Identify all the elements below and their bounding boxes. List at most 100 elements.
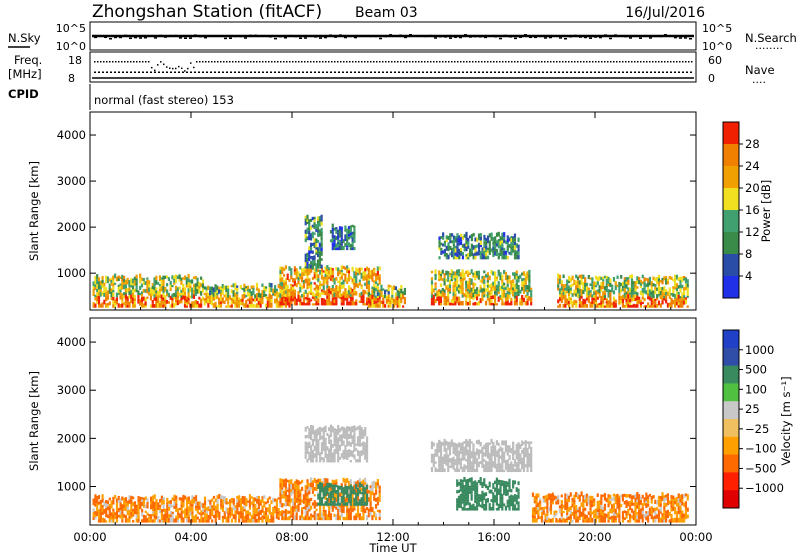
power-cell — [501, 250, 504, 253]
velocity-cell — [374, 498, 378, 502]
velocity-cell — [346, 496, 349, 501]
power-cell — [625, 281, 628, 284]
power-cell — [338, 226, 342, 230]
power-cell — [158, 300, 162, 304]
power-cell — [324, 299, 327, 303]
power-cell — [492, 244, 495, 247]
velocity-cell — [209, 509, 212, 512]
velocity-cell — [475, 482, 479, 486]
nave-point — [217, 61, 219, 63]
power-cell — [663, 286, 666, 289]
velocity-cell — [241, 512, 244, 516]
velocity-cell — [468, 443, 471, 447]
velocity-cell — [506, 489, 509, 492]
noise-search-point — [649, 37, 652, 39]
power-cell — [277, 303, 280, 308]
power-cell — [313, 232, 316, 235]
power-cell — [329, 274, 333, 279]
power-cell — [454, 248, 457, 253]
velocity-cell — [175, 499, 178, 504]
power-cell — [308, 250, 311, 255]
velocity-cell — [191, 503, 194, 507]
power-cell — [270, 294, 273, 300]
nave-point — [154, 69, 156, 72]
power-cell — [324, 302, 327, 306]
power-cell — [176, 300, 179, 306]
velocity-cell — [196, 505, 199, 509]
velocity-cell — [349, 431, 352, 435]
power-cell — [589, 304, 592, 308]
nave-point — [628, 61, 630, 63]
velocity-cell — [166, 515, 169, 519]
velocity-cell — [329, 442, 333, 447]
velocity-cell — [533, 507, 536, 512]
power-cell — [499, 294, 502, 298]
velocity-cell — [266, 500, 269, 504]
velocity-cell — [544, 506, 547, 509]
freq-point — [414, 71, 416, 73]
power-cell — [99, 292, 102, 297]
velocity-cell — [322, 457, 325, 463]
velocity-cell — [328, 510, 331, 514]
power-cell — [335, 292, 338, 298]
velocity-cell — [508, 489, 511, 492]
power-cell — [452, 295, 455, 301]
velocity-cell — [101, 517, 104, 523]
velocity-cell — [513, 480, 517, 485]
velocity-cell — [333, 484, 336, 489]
power-cell — [681, 299, 684, 304]
power-cell — [207, 285, 210, 290]
power-cell — [362, 299, 365, 304]
velocity-cell — [153, 514, 156, 519]
power-cell — [326, 298, 329, 303]
velocity-cell — [540, 507, 544, 510]
power-cell — [652, 300, 655, 305]
velocity-cell — [515, 507, 518, 511]
power-cell — [94, 294, 97, 298]
power-cell — [492, 236, 495, 242]
power-cell — [618, 281, 621, 285]
power-cell — [94, 284, 97, 288]
velocity-cell — [492, 506, 495, 511]
velocity-cell — [252, 512, 255, 517]
power-cell — [309, 264, 313, 269]
velocity-cell — [137, 514, 140, 520]
power-cell — [333, 288, 336, 293]
velocity-cell — [94, 511, 97, 515]
velocity-cell — [374, 482, 378, 487]
power-cell — [438, 291, 441, 297]
power-cell — [216, 305, 219, 308]
power-cell — [320, 274, 324, 280]
velocity-cell — [508, 454, 511, 458]
velocity-cell — [501, 493, 504, 497]
velocity-cell — [328, 506, 331, 511]
noise-search-point — [529, 36, 532, 39]
power-cell — [575, 274, 578, 279]
power-cell — [442, 232, 445, 237]
power-cell — [513, 256, 517, 260]
power-cell — [304, 262, 307, 267]
power-cell — [349, 287, 352, 290]
power-cell — [650, 295, 653, 298]
power-cell — [347, 233, 351, 237]
power-cell — [171, 300, 174, 304]
velocity-cell — [207, 515, 210, 520]
velocity-cell — [245, 514, 248, 520]
velocity-cell — [193, 499, 196, 504]
power-cell — [513, 298, 517, 301]
power-cell — [353, 231, 356, 236]
power-cell — [396, 304, 399, 308]
power-cell — [584, 287, 587, 292]
velocity-cell — [459, 461, 462, 466]
nave-point — [640, 61, 642, 63]
power-cell — [456, 275, 459, 280]
power-cell — [481, 247, 484, 251]
nave-point — [370, 61, 372, 63]
power-cell — [454, 277, 457, 281]
power-cell — [122, 292, 126, 296]
power-cell — [301, 272, 304, 277]
power-cell — [557, 299, 560, 304]
power-cell — [302, 272, 306, 277]
velocity-cell — [308, 441, 311, 446]
power-cell — [373, 302, 376, 306]
